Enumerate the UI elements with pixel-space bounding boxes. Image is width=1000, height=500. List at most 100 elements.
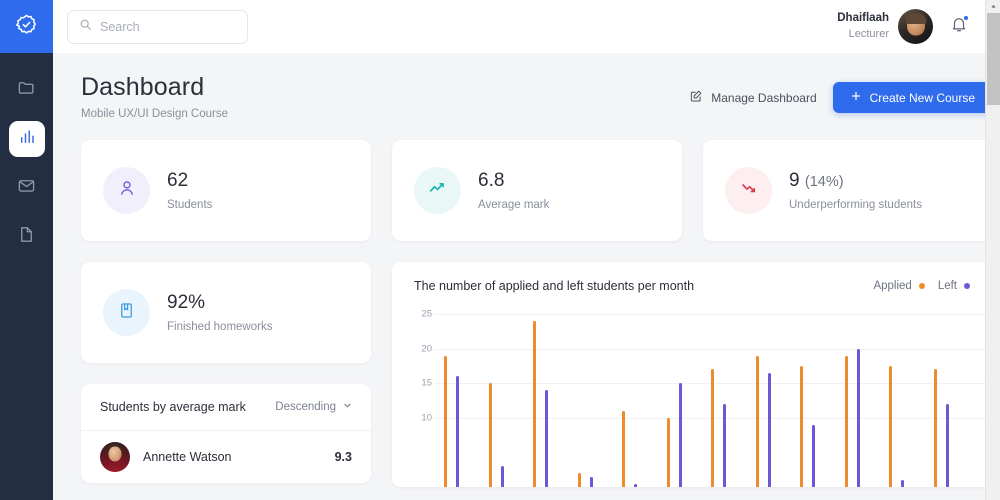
create-new-course-label: Create New Course <box>869 90 975 105</box>
chart-bar-left[interactable] <box>767 372 771 487</box>
stat-text-students: 62 Students <box>167 171 212 211</box>
chart-y-tick-label: 25 <box>421 308 432 320</box>
student-mark: 9.3 <box>334 450 352 464</box>
stat-text-average-mark: 6.8 Average mark <box>478 171 549 211</box>
page-actions: Manage Dashboard Create New Course <box>689 73 992 113</box>
chart-bar-left[interactable] <box>812 424 816 487</box>
chart-y-tick-label: 15 <box>421 377 432 389</box>
chart-bar-left[interactable] <box>945 403 949 487</box>
book-icon <box>117 301 136 325</box>
list-item[interactable]: Annette Watson 9.3 <box>81 431 371 483</box>
sidebar-item-documents[interactable] <box>9 219 45 255</box>
chart-bar-applied[interactable] <box>577 473 581 487</box>
students-panel-title: Students by average mark <box>100 400 246 414</box>
legend-item-applied[interactable]: Applied <box>873 280 925 292</box>
chart-bar-left[interactable] <box>500 466 504 487</box>
stat-card-students[interactable]: 62 Students <box>81 140 371 241</box>
stat-value-percent: (14%) <box>804 173 844 190</box>
plus-icon <box>850 90 862 105</box>
create-new-course-button[interactable]: Create New Course <box>832 82 992 113</box>
chart-bar-applied[interactable] <box>666 417 670 487</box>
notifications-button[interactable] <box>950 15 969 38</box>
page-scrollbar[interactable] <box>985 0 1000 500</box>
bell-icon <box>950 15 968 38</box>
chart-bar-applied[interactable] <box>933 369 937 487</box>
chart-bar-applied[interactable] <box>755 355 759 487</box>
chart-plot-area[interactable]: 10 15 20 25 <box>421 307 992 487</box>
stat-label-homeworks: Finished homeworks <box>167 320 273 333</box>
avatar-hair <box>905 13 926 25</box>
stat-value-average-mark: 6.8 <box>478 169 505 191</box>
chart-bar-left[interactable] <box>856 348 860 487</box>
chart-bar-applied[interactable] <box>444 355 448 487</box>
stat-value-homeworks: 92% <box>167 291 206 313</box>
stat-icon-bg-average-mark <box>414 167 461 214</box>
chart-gridline <box>434 314 992 315</box>
search-box[interactable] <box>67 9 248 44</box>
chart-bar-left[interactable] <box>901 480 905 487</box>
sidebar <box>0 0 53 500</box>
search-icon <box>79 18 92 36</box>
chart-header: The number of applied and left students … <box>392 279 992 293</box>
student-name: Annette Watson <box>143 450 232 464</box>
chart-bar-applied[interactable] <box>622 410 626 487</box>
stats-row: 62 Students 6.8 Average mark <box>81 140 992 241</box>
sort-order-dropdown[interactable]: Descending <box>275 401 352 413</box>
chart-plot-wrapper: 10 15 20 25 <box>392 307 992 487</box>
verified-badge-icon <box>15 13 38 41</box>
page-content: Dashboard Mobile UX/UI Design Course Man… <box>53 53 1000 500</box>
chart-bar-applied[interactable] <box>844 355 848 487</box>
page-title: Dashboard <box>81 73 205 101</box>
avatar-face <box>108 446 122 462</box>
legend-item-left[interactable]: Left <box>938 280 970 292</box>
user-role: Lecturer <box>848 27 889 40</box>
page-header: Dashboard Mobile UX/UI Design Course Man… <box>81 73 992 120</box>
chart-bar-applied[interactable] <box>488 383 492 487</box>
stat-label-underperforming: Underperforming students <box>789 198 922 211</box>
user-icon <box>117 178 137 203</box>
chart-bar-left[interactable] <box>678 383 682 487</box>
stat-card-average-mark[interactable]: 6.8 Average mark <box>392 140 682 241</box>
stat-value-number: 9 <box>789 169 800 191</box>
user-profile[interactable]: Dhaiflaah Lecturer <box>837 9 933 44</box>
chart-bar-applied[interactable] <box>889 365 893 487</box>
page-subtitle: Mobile UX/UI Design Course <box>81 108 229 120</box>
chart-bar-applied[interactable] <box>711 369 715 487</box>
chart-bar-left[interactable] <box>545 390 549 487</box>
stat-card-homeworks[interactable]: 92% Finished homeworks <box>81 262 371 363</box>
chart-bar-applied[interactable] <box>800 365 804 487</box>
second-row: 92% Finished homeworks Students by avera… <box>81 262 992 487</box>
stat-value-students: 62 <box>167 169 189 191</box>
stat-icon-bg-homeworks <box>103 289 150 336</box>
sort-order-value: Descending <box>275 401 336 413</box>
scrollbar-up-arrow[interactable] <box>986 0 1000 13</box>
chart-bar-left[interactable] <box>456 376 460 487</box>
sidebar-item-analytics[interactable] <box>8 121 45 157</box>
legend-dot-applied <box>918 283 925 289</box>
search-input[interactable] <box>100 19 230 34</box>
trend-down-icon <box>738 177 760 204</box>
avatar[interactable] <box>898 9 933 44</box>
stat-text-underperforming: 9 (14%) Underperforming students <box>789 171 922 211</box>
user-text: Dhaiflaah Lecturer <box>837 11 889 41</box>
chart-bar-left[interactable] <box>634 483 638 487</box>
chart-bar-left[interactable] <box>723 403 727 487</box>
chart-bars <box>434 307 992 487</box>
chart-bar-applied[interactable] <box>533 320 537 487</box>
stat-label-average-mark: Average mark <box>478 198 550 211</box>
students-panel-header: Students by average mark Descending <box>81 384 371 431</box>
stat-card-underperforming[interactable]: 9 (14%) Underperforming students <box>703 140 992 241</box>
sidebar-item-messages[interactable] <box>9 170 45 206</box>
stat-icon-bg-students <box>103 167 150 214</box>
chart-y-tick-label: 20 <box>421 343 432 355</box>
sidebar-item-folder[interactable] <box>9 72 45 108</box>
chart-y-tick-label: 10 <box>421 412 432 424</box>
chart-legend: Applied Left <box>873 280 970 292</box>
chart-bar-left[interactable] <box>589 476 593 487</box>
scrollbar-thumb[interactable] <box>987 13 1000 105</box>
bar-chart-icon <box>18 128 36 151</box>
stat-value-underperforming: 9 (14%) <box>789 171 922 190</box>
app-logo[interactable] <box>0 0 53 53</box>
manage-dashboard-button[interactable]: Manage Dashboard <box>689 89 817 106</box>
